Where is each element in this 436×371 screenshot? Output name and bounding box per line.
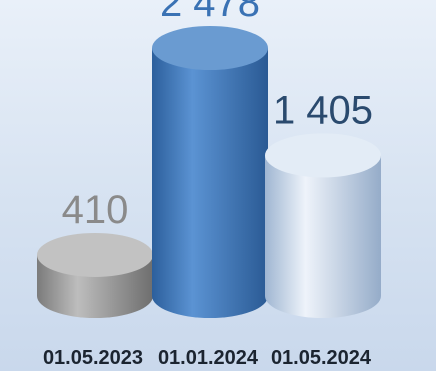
bar-top [37,232,153,277]
bar-body [265,155,381,318]
bar-01.01.2024 [152,26,268,318]
bar-body [152,48,268,318]
bar-01.05.2024 [265,133,381,318]
bar-top [265,133,381,178]
category-label: 01.05.2023 [43,347,143,369]
category-label: 01.05.2024 [271,347,372,369]
bar-top [152,26,268,70]
value-label: 410 [62,188,129,232]
value-label: 1 405 [273,88,373,132]
bar-01.05.2023 [37,232,153,318]
value-label: 2 478 [160,0,260,25]
category-label: 01.01.2024 [158,347,259,369]
